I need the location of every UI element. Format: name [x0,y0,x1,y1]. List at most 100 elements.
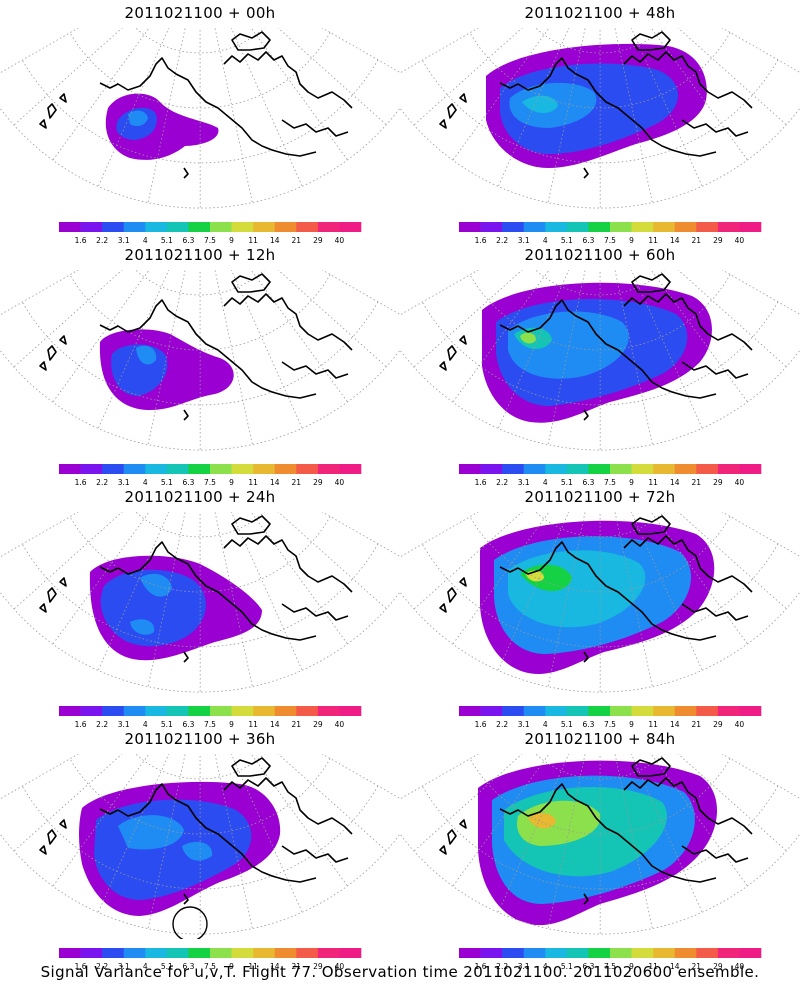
variance-map [400,270,800,451]
graticule [0,512,400,693]
colorbar-tick-label: 3.1 [118,720,130,729]
colorbar-tick-label: 21 [292,236,302,245]
colorbar-tick-label: 6.3 [582,720,594,729]
colorbar-tick-label: 40 [735,720,745,729]
colorbar-swatch [739,222,762,232]
graticule [0,28,400,209]
colorbar-tick-label: 1.6 [475,478,487,487]
forecast-panel: 2011021100 + 36h 1.6 2.2 3.1 4 5.1 6.3 7.5 9 11 14… [0,726,400,971]
colorbar-tick-label: 29 [313,236,323,245]
colorbar-swatch [253,464,276,474]
colorbar: 1.6 2.2 3.1 4 5.1 6.3 7.5 9 11 14 21 29 40 [59,222,362,245]
colorbar-swatch [480,948,503,958]
colorbar-tick-label: 7.5 [204,478,216,487]
colorbar-tick-label: 6.3 [582,236,594,245]
colorbar-tick-label: 5.1 [561,962,573,971]
colorbar-swatch [231,948,254,958]
graticule [400,28,800,209]
colorbar-tick-label: 40 [335,236,345,245]
colorbar-swatch [296,222,319,232]
variance-map [0,754,400,939]
variance-map [400,754,800,935]
colorbar-tick-label: 40 [735,236,745,245]
colorbar-swatch [566,464,589,474]
colorbar-tick-label: 21 [292,720,302,729]
colorbar-tick-label: 9 [229,962,234,971]
colorbar-swatch [317,706,340,716]
colorbar-swatch [317,222,340,232]
colorbar-swatch [631,706,654,716]
colorbar-swatch [59,948,81,958]
panel-title: 2011021100 + 84h [524,730,676,748]
colorbar-swatch [210,948,232,958]
colorbar-swatch [480,706,503,716]
variance-contour [522,95,558,114]
forecast-panel: 2011021100 + 72h 1.6 2.2 3.1 4 5.1 6.3 7.5 9 11 14… [400,484,800,729]
coastline [39,273,353,421]
colorbar-swatch [610,948,632,958]
colorbar-swatch [166,706,189,716]
variance-map [0,512,400,693]
colorbar-swatch [610,464,632,474]
colorbar-tick-label: 6.3 [182,236,194,245]
variance-contour [182,841,213,861]
colorbar-swatch [502,222,525,232]
colorbar-swatch [545,222,568,232]
colorbar-tick-label: 21 [692,962,702,971]
colorbar-tick-label: 7.5 [204,962,216,971]
colorbar-tick-label: 4 [543,720,548,729]
colorbar-tick-label: 40 [335,962,345,971]
colorbar-swatch [523,464,546,474]
colorbar-tick-label: 14 [270,478,280,487]
colorbar-tick-label: 2.2 [96,478,108,487]
colorbar: 1.6 2.2 3.1 4 5.1 6.3 7.5 9 11 14 21 29 40 [59,464,362,487]
colorbar-tick-label: 1.6 [75,478,87,487]
colorbar-tick-label: 7.5 [604,236,616,245]
forecast-panel: 2011021100 + 24h 1.6 2.2 3.1 4 5.1 6.3 7.5 9 11 14… [0,484,400,729]
colorbar-tick-label: 4 [543,236,548,245]
colorbar-tick-label: 4 [143,720,148,729]
colorbar-swatch [502,464,525,474]
colorbar-tick-label: 9 [629,720,634,729]
colorbar-tick-label: 11 [248,720,258,729]
coastline [39,515,353,663]
colorbar-tick-label: 1.6 [475,236,487,245]
colorbar-tick-label: 6.3 [182,720,194,729]
colorbar-swatch [459,706,481,716]
colorbar-tick-label: 3.1 [118,962,130,971]
colorbar-swatch [80,706,103,716]
colorbar-tick-label: 4 [143,478,148,487]
variance-map [0,270,400,451]
colorbar-swatch [59,222,81,232]
panel-title: 2011021100 + 72h [524,488,676,506]
colorbar-swatch [480,464,503,474]
colorbar-swatch [739,706,762,716]
colorbar-swatch [480,222,503,232]
forecast-panel: 2011021100 + 84h 1.6 2.2 3.1 4 5.1 6.3 7.5 9 11 14… [400,726,800,971]
colorbar-tick-label: 5.1 [561,478,573,487]
forecast-panel: 2011021100 + 60h 1.6 2.2 3.1 4 5.1 6.3 7.5 9 11 14… [400,242,800,487]
colorbar-tick-label: 11 [648,720,658,729]
colorbar-tick-label: 9 [229,720,234,729]
colorbar-swatch [145,464,168,474]
colorbar-swatch [296,948,319,958]
colorbar-tick-label: 1.6 [75,236,87,245]
colorbar-swatch [631,464,654,474]
colorbar-tick-label: 7.5 [604,478,616,487]
colorbar: 1.6 2.2 3.1 4 5.1 6.3 7.5 9 11 14 21 29 40 [459,706,762,729]
panel-title: 2011021100 + 12h [124,246,276,264]
colorbar-swatch [80,948,103,958]
colorbar-tick-label: 9 [629,962,634,971]
colorbar-tick-label: 3.1 [518,720,530,729]
colorbar-tick-label: 5.1 [161,236,173,245]
panel-title: 2011021100 + 36h [124,730,276,748]
colorbar-swatch [339,222,362,232]
colorbar-swatch [80,222,103,232]
colorbar-tick-label: 6.3 [582,478,594,487]
colorbar-swatch [610,706,632,716]
colorbar-tick-label: 14 [270,236,280,245]
colorbar-tick-label: 1.6 [475,962,487,971]
colorbar-swatch [566,948,589,958]
colorbar-swatch [588,222,611,232]
colorbar-tick-label: 7.5 [604,720,616,729]
